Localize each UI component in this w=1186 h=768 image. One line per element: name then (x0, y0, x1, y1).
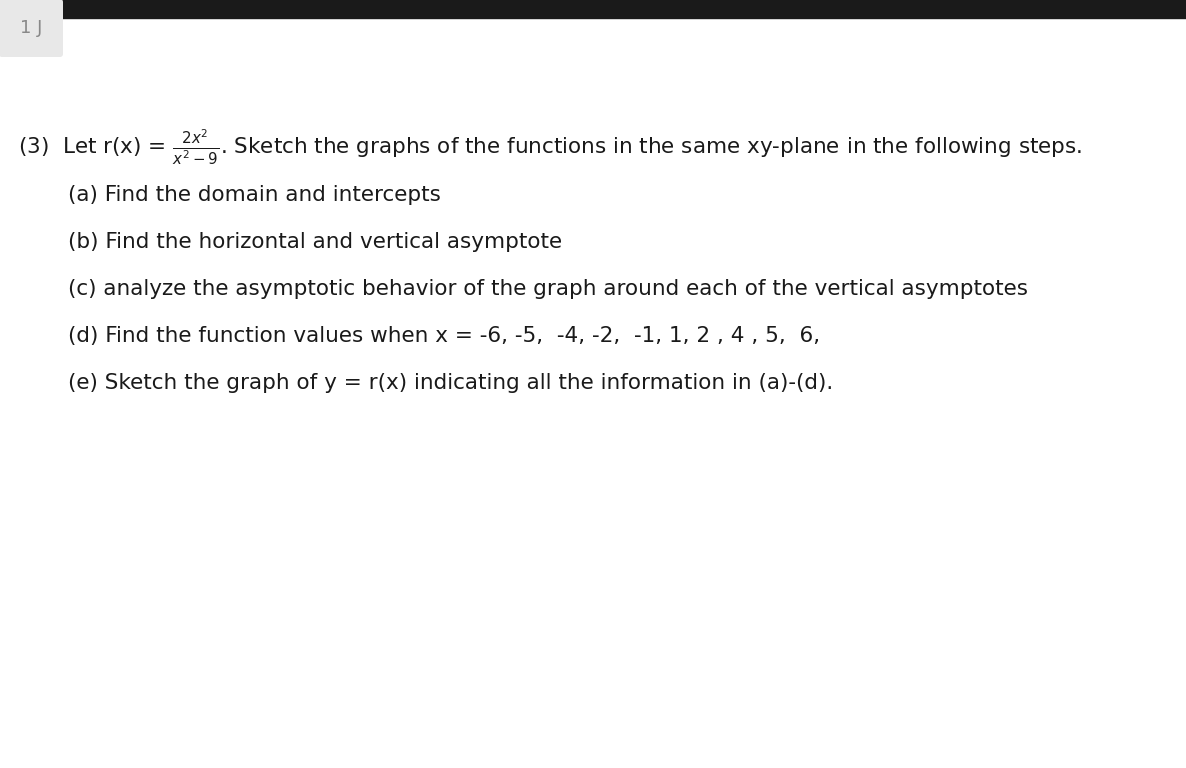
Text: (a) Find the domain and intercepts: (a) Find the domain and intercepts (68, 185, 441, 205)
Text: (b) Find the horizontal and vertical asymptote: (b) Find the horizontal and vertical asy… (68, 232, 562, 252)
Text: (d) Find the function values when x = -6, -5,  -4, -2,  -1, 1, 2 , 4 , 5,  6,: (d) Find the function values when x = -6… (68, 326, 821, 346)
Text: (c) analyze the asymptotic behavior of the graph around each of the vertical asy: (c) analyze the asymptotic behavior of t… (68, 279, 1028, 299)
Text: (e) Sketch the graph of y = r(x) indicating all the information in (a)-(d).: (e) Sketch the graph of y = r(x) indicat… (68, 373, 834, 393)
Text: (3)  Let r(x) = $\frac{2x^2}{x^2-9}$. Sketch the graphs of the functions in the : (3) Let r(x) = $\frac{2x^2}{x^2-9}$. Ske… (18, 129, 1083, 167)
Text: 1 J: 1 J (20, 19, 43, 37)
Bar (0, 0, 1186, 18)
FancyBboxPatch shape (0, 0, 63, 57)
